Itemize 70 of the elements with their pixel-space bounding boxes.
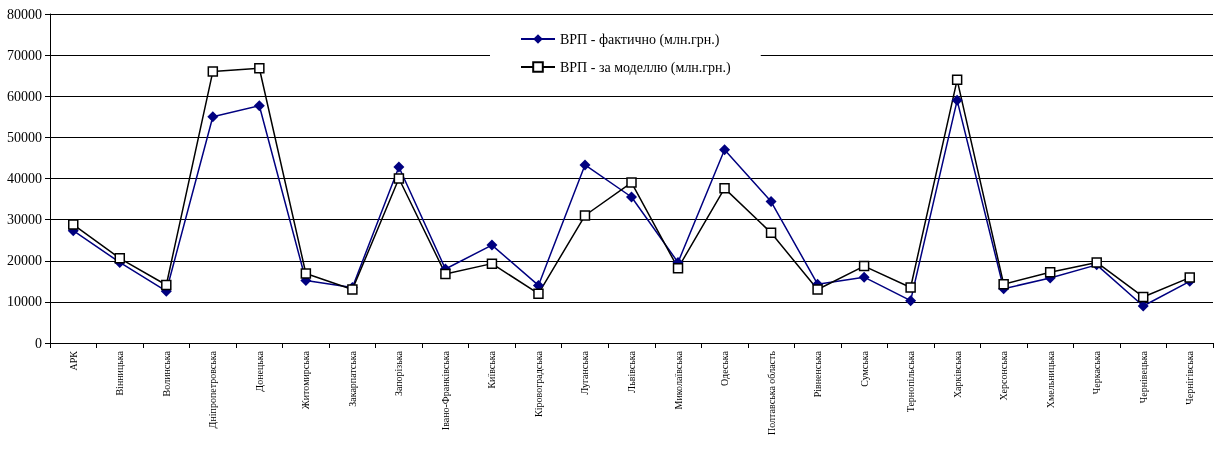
x-tick-label: Сумська [858, 350, 870, 387]
y-tick-label: 40000 [7, 171, 42, 186]
y-tick-label: 80000 [7, 6, 42, 22]
point [858, 271, 870, 283]
x-tick-label: Київська [486, 350, 498, 389]
point [254, 63, 265, 74]
point [719, 183, 730, 194]
y-tick-label: 0 [35, 335, 42, 351]
x-tick-label: Івано-Франківська [439, 350, 451, 431]
point [998, 278, 1009, 290]
point [440, 268, 451, 280]
x-tick-label: Харківська [951, 350, 963, 399]
point [626, 191, 637, 203]
legend-label: ВРП - за моделлю (млн.грн.) [560, 59, 732, 76]
x-tick-label: Рівненська [812, 350, 824, 398]
x-tick-label: Кіровоградська [532, 350, 544, 417]
point [161, 279, 172, 291]
x-tick-label: Донецька [253, 350, 265, 392]
point [1184, 272, 1195, 283]
x-tick-label: Хмельницька [1044, 350, 1056, 409]
point [579, 210, 591, 221]
x-tick-label: Одеська [719, 350, 731, 387]
point [533, 288, 544, 299]
point [68, 219, 79, 230]
point [626, 177, 637, 188]
point [1044, 267, 1056, 278]
x-tick-label: Тернопільська [905, 350, 917, 413]
point [207, 111, 219, 123]
x-tick-label: Вінницька [114, 350, 126, 396]
x-tick-label: Волинська [160, 350, 172, 397]
x-tick-label: Чернігівська [1184, 350, 1196, 405]
point [300, 268, 312, 279]
x-tick-label: Миколаївська [672, 350, 684, 410]
point [812, 284, 823, 295]
x-tick-label: Черкаська [1091, 350, 1103, 395]
x-tick-label: Херсонська [998, 350, 1010, 401]
point [672, 262, 684, 274]
x-tick-label: Полтавська область [765, 350, 777, 435]
point [486, 258, 498, 269]
point [765, 196, 777, 208]
point [486, 239, 498, 251]
y-tick-label: 10000 [7, 294, 42, 310]
point [1137, 291, 1149, 303]
point [765, 227, 777, 239]
y-tick-label: 50000 [7, 129, 42, 145]
point [253, 100, 265, 112]
x-tick-label: Закарпатська [346, 350, 358, 407]
point [579, 159, 591, 171]
x-tick-label: Львівська [626, 350, 637, 393]
y-tick-label: 70000 [7, 47, 42, 63]
x-tick-label: Дніпропетровська [207, 350, 219, 429]
point [905, 282, 916, 293]
point [951, 74, 963, 86]
x-tick-label: Запорізька [393, 350, 405, 397]
point [719, 144, 731, 156]
x-tick-label: Чернівецька [1137, 350, 1149, 404]
point [393, 161, 405, 173]
point [951, 94, 963, 106]
legend-label: ВРП - фактично (млн.грн.) [560, 31, 720, 48]
y-tick-label: 30000 [7, 212, 42, 228]
x-tick-label: Луганська [579, 350, 591, 395]
point [905, 295, 917, 307]
point [858, 260, 870, 272]
x-tick-label: АРК [67, 350, 79, 371]
point [207, 66, 219, 77]
y-tick-label: 60000 [7, 88, 42, 104]
x-tick-label: Житомирська [300, 350, 312, 410]
point [393, 173, 405, 184]
point [114, 253, 126, 264]
y-tick-label: 20000 [7, 253, 42, 269]
